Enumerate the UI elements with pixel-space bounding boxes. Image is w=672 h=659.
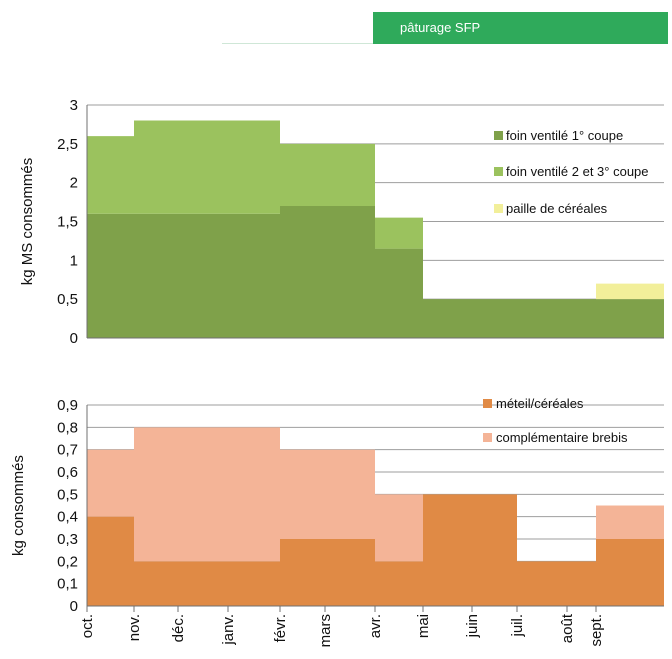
legend-swatch <box>494 204 503 213</box>
x-tick-label: nov. <box>126 614 143 641</box>
legend-label: foin ventilé 1° coupe <box>506 128 623 143</box>
x-tick-label: mars <box>317 614 334 647</box>
y-axis-label: kg MS consommés <box>19 158 36 286</box>
pasture-banner <box>373 12 668 44</box>
y-tick-label: 0,8 <box>57 419 78 436</box>
y-tick-label: 0,4 <box>57 509 78 526</box>
legend-label: foin ventilé 2 et 3° coupe <box>506 164 649 179</box>
x-tick-label: juin <box>464 614 481 638</box>
legend-label: complémentaire brebis <box>496 430 628 445</box>
legend-swatch <box>483 399 492 408</box>
area-series-2-2 <box>87 427 664 562</box>
y-tick-label: 2 <box>70 175 78 192</box>
x-tick-label: déc. <box>170 614 187 642</box>
y-tick-label: 0 <box>70 598 78 615</box>
x-tick-label: janv. <box>220 614 237 646</box>
x-tick-label: juil. <box>509 614 526 638</box>
area-series-1-2 <box>87 120 664 300</box>
area-series-2-1 <box>87 494 664 606</box>
y-tick-label: 0,6 <box>57 464 78 481</box>
x-tick-label: oct. <box>79 614 96 638</box>
x-tick-label: févr. <box>272 614 289 642</box>
pasture-banner-label: pâturage SFP <box>400 20 481 35</box>
legend-label: méteil/céréales <box>496 396 584 411</box>
y-tick-label: 2,5 <box>57 136 78 153</box>
y-tick-label: 0,3 <box>57 531 78 548</box>
y-tick-label: 0,9 <box>57 397 78 414</box>
y-tick-label: 3 <box>70 97 78 114</box>
y-tick-label: 0,2 <box>57 553 78 570</box>
x-tick-label: avr. <box>367 614 384 638</box>
legend-swatch <box>483 433 492 442</box>
banner-rule <box>222 43 373 44</box>
x-tick-label: mai <box>415 614 432 638</box>
y-tick-label: 1,5 <box>57 214 78 231</box>
y-axis-label: kg consommés <box>10 455 27 556</box>
area-series-1-1 <box>87 205 664 338</box>
y-tick-label: 0,5 <box>57 291 78 308</box>
y-tick-label: 1 <box>70 252 78 269</box>
y-tick-label: 0,5 <box>57 486 78 503</box>
legend-swatch <box>494 131 503 140</box>
y-tick-label: 0,7 <box>57 442 78 459</box>
y-tick-label: 0,1 <box>57 576 78 593</box>
legend-swatch <box>494 167 503 176</box>
x-tick-label: août <box>559 613 576 643</box>
legend-label: paille de céréales <box>506 201 608 216</box>
y-tick-label: 0 <box>70 330 78 347</box>
x-tick-label: sept. <box>588 614 605 647</box>
